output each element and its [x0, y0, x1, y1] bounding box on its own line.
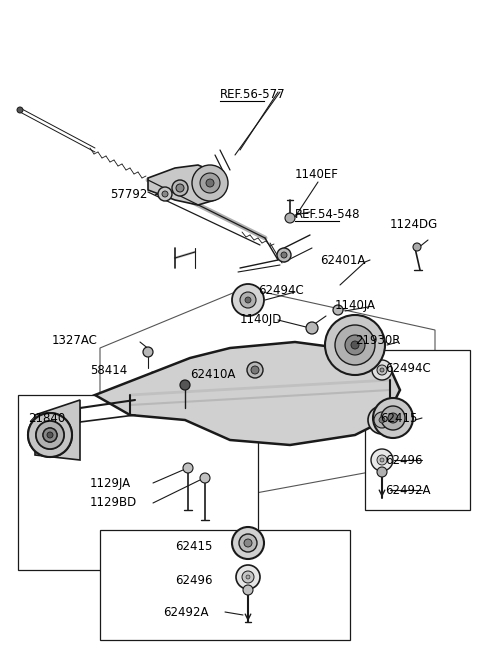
- Circle shape: [380, 458, 384, 462]
- Circle shape: [333, 305, 343, 315]
- Circle shape: [345, 335, 365, 355]
- Circle shape: [206, 179, 214, 187]
- Circle shape: [245, 297, 251, 303]
- Text: 62415: 62415: [380, 411, 418, 424]
- Text: 58414: 58414: [90, 364, 127, 377]
- Text: 1140JA: 1140JA: [335, 299, 376, 312]
- Circle shape: [372, 360, 392, 380]
- Circle shape: [247, 362, 263, 378]
- Circle shape: [176, 184, 184, 192]
- Circle shape: [172, 180, 188, 196]
- Text: 1129JA: 1129JA: [90, 476, 131, 489]
- Circle shape: [236, 565, 260, 589]
- Circle shape: [192, 165, 228, 201]
- Circle shape: [143, 347, 153, 357]
- Circle shape: [371, 449, 393, 471]
- Circle shape: [47, 432, 53, 438]
- Text: 1140EF: 1140EF: [295, 168, 339, 181]
- Polygon shape: [95, 342, 400, 445]
- Circle shape: [43, 428, 57, 442]
- Circle shape: [243, 585, 253, 595]
- Circle shape: [17, 107, 23, 113]
- Circle shape: [158, 187, 172, 201]
- Circle shape: [335, 325, 375, 365]
- Circle shape: [200, 473, 210, 483]
- Circle shape: [180, 380, 190, 390]
- Circle shape: [36, 421, 64, 449]
- Text: 62496: 62496: [385, 453, 422, 466]
- Circle shape: [162, 191, 168, 197]
- Polygon shape: [35, 400, 80, 460]
- Circle shape: [351, 341, 359, 349]
- Circle shape: [388, 413, 398, 423]
- Circle shape: [306, 322, 318, 334]
- Circle shape: [183, 463, 193, 473]
- Text: 62492A: 62492A: [385, 483, 431, 496]
- Circle shape: [380, 368, 384, 372]
- Bar: [365, 350, 470, 510]
- Circle shape: [377, 467, 387, 477]
- Circle shape: [368, 406, 396, 434]
- Circle shape: [251, 366, 259, 374]
- Circle shape: [281, 252, 287, 258]
- Circle shape: [240, 292, 256, 308]
- Text: 1129BD: 1129BD: [90, 496, 137, 510]
- Circle shape: [28, 413, 72, 457]
- Text: 62415: 62415: [175, 540, 212, 553]
- Text: 62410A: 62410A: [190, 369, 235, 381]
- Text: 1124DG: 1124DG: [390, 219, 438, 231]
- Bar: [100, 530, 350, 640]
- Circle shape: [377, 365, 387, 375]
- Circle shape: [43, 428, 57, 442]
- Circle shape: [381, 406, 405, 430]
- Text: 57792: 57792: [110, 189, 147, 202]
- Text: 1327AC: 1327AC: [52, 333, 98, 346]
- Circle shape: [246, 575, 250, 579]
- Circle shape: [242, 571, 254, 583]
- Circle shape: [239, 534, 257, 552]
- Text: REF.56-577: REF.56-577: [220, 88, 286, 102]
- Circle shape: [36, 421, 64, 449]
- Circle shape: [374, 412, 390, 428]
- Text: 1140JD: 1140JD: [240, 314, 282, 326]
- Text: 62496: 62496: [175, 574, 213, 586]
- Text: 62401A: 62401A: [320, 253, 365, 267]
- Bar: [18, 395, 258, 570]
- Circle shape: [325, 315, 385, 375]
- Circle shape: [373, 398, 413, 438]
- Circle shape: [232, 284, 264, 316]
- Text: 62494C: 62494C: [258, 284, 304, 297]
- Text: 21840: 21840: [28, 411, 65, 424]
- Polygon shape: [148, 165, 225, 205]
- Text: REF.54-548: REF.54-548: [295, 208, 360, 221]
- Circle shape: [379, 417, 385, 423]
- Circle shape: [232, 527, 264, 559]
- Text: 62492A: 62492A: [163, 605, 208, 618]
- Circle shape: [244, 539, 252, 547]
- Text: 21930R: 21930R: [355, 333, 400, 346]
- Circle shape: [377, 455, 387, 465]
- Circle shape: [200, 173, 220, 193]
- Circle shape: [285, 213, 295, 223]
- Circle shape: [277, 248, 291, 262]
- Circle shape: [28, 413, 72, 457]
- Text: 62494C: 62494C: [385, 362, 431, 375]
- Circle shape: [413, 243, 421, 251]
